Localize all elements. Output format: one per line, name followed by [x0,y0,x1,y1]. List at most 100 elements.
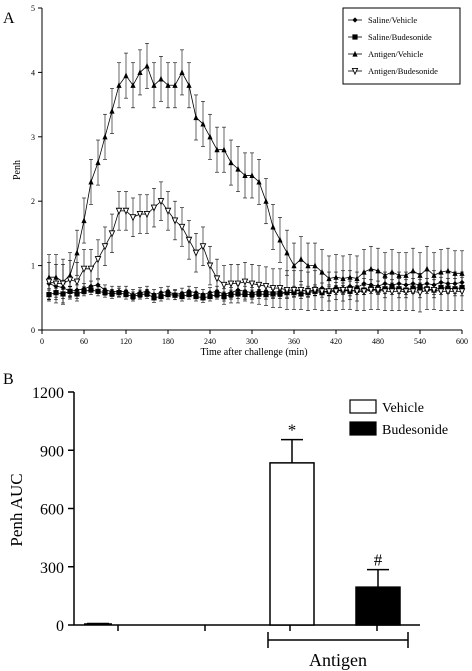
data-point [291,262,297,269]
data-point [325,288,333,296]
legend-label-vehicle: Vehicle [382,401,424,416]
data-point [179,293,185,300]
panel-b-y-tick-label: 0 [56,618,64,635]
data-point [332,288,340,296]
data-point [409,288,417,296]
data-point [276,285,284,293]
data-point [241,278,249,286]
data-point [270,223,276,230]
panel-a-y-tick-label: 0 [31,326,35,335]
panel-a-x-axis-label: Time after challenge (min) [200,347,307,358]
bar-antigen-vehicle: * [269,421,315,626]
data-point [88,178,94,185]
data-point [353,288,361,296]
panel-b-y-tick-label: 1200 [32,385,64,402]
data-point [165,291,171,298]
significance-mark: * [288,421,297,440]
panel-a-y-tick-label: 1 [31,262,35,271]
data-point [137,291,143,298]
data-point [185,236,193,245]
data-point [290,287,298,295]
data-point [80,265,88,274]
data-point [437,288,445,296]
data-point [249,172,255,179]
data-point [312,262,318,269]
panel-a-x-tick-label: 0 [40,337,44,346]
data-point [200,295,206,301]
data-point [94,256,102,264]
data-point [304,288,312,296]
legend-marker [352,34,358,40]
data-point [144,62,150,69]
bar-saline-vehicle [84,622,112,625]
series-line [48,200,462,294]
data-point [367,287,375,295]
series-saline-budesonide [46,282,465,303]
legend-label: Antigen/Budesonide [368,66,438,76]
data-point [109,107,115,114]
significance-mark: # [374,551,383,570]
data-point [221,146,227,153]
data-point [136,211,144,219]
data-point [297,287,305,295]
bar-rect [269,462,315,626]
data-point [207,133,213,140]
legend-marker [352,50,358,57]
data-point [381,288,389,296]
data-point [424,265,430,272]
data-point [214,146,220,153]
data-point [227,280,235,288]
data-point [235,165,241,172]
bar-rect [355,586,401,626]
data-point [102,290,108,296]
data-point [346,287,354,295]
panel-b-legend: Vehicle Budesonide [349,399,448,438]
data-point [179,69,185,75]
data-point [123,72,129,79]
data-point [192,249,200,257]
legend-label-budesonide: Budesonide [382,423,448,438]
data-point [193,293,199,300]
data-point [178,223,186,232]
data-point [269,285,277,293]
panel-a-x-tick-label: 240 [204,337,216,346]
panel-b-y-tick-label: 600 [40,502,64,519]
data-point [101,243,109,251]
data-point [228,159,234,166]
panel-a-legend-box [342,7,461,85]
data-point [430,287,438,295]
data-point [150,204,158,212]
panel-a-y-tick-label: 3 [31,133,35,142]
panel-b-chart: Penh AUC 0 300 600 900 1200 * # Antigen Vehic… [7,385,448,670]
data-point [206,262,214,270]
data-point [87,265,95,274]
panel-b-y-tick-label: 300 [40,560,64,577]
data-point [81,217,87,224]
data-point [256,178,262,185]
antigen-group-label: Antigen [309,650,367,670]
data-point [262,283,270,291]
data-point [95,159,101,166]
panel-a-x-tick-label: 360 [288,337,300,346]
data-point [116,82,122,88]
data-point [200,120,206,127]
data-point [130,82,136,88]
panel-b-label: B [3,371,14,388]
data-point [277,236,283,243]
data-point [388,288,396,296]
data-point [129,214,137,222]
data-point [423,287,431,295]
series-line [49,65,462,283]
panel-a-chart: Penh Time after challenge (min) 0 60 120 18… [12,4,468,358]
data-point [123,291,129,298]
data-point [298,256,304,262]
data-point [318,288,326,296]
data-point [242,172,248,179]
data-point [95,282,101,288]
data-point [234,280,242,288]
data-point [81,288,87,294]
data-point [284,249,290,256]
data-point [458,288,466,296]
data-point [451,288,459,296]
